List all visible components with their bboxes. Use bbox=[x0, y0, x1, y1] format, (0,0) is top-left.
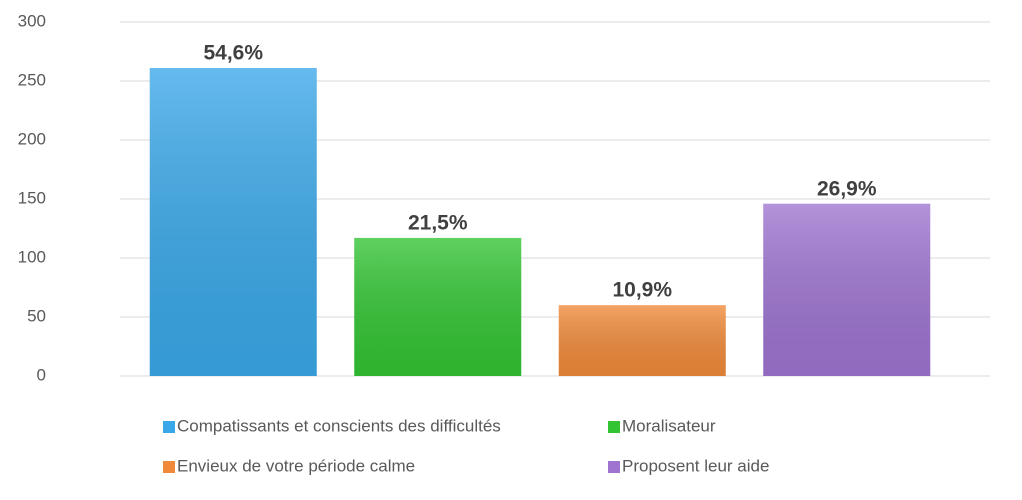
y-tick-label: 50 bbox=[27, 306, 46, 325]
legend-swatch bbox=[608, 421, 620, 433]
bar-shade bbox=[558, 305, 726, 376]
bar-shade bbox=[149, 68, 317, 377]
legend-swatch bbox=[163, 461, 175, 473]
legend-label: Envieux de votre période calme bbox=[177, 456, 415, 475]
legend-label: Proposent leur aide bbox=[622, 456, 769, 475]
legend-swatch bbox=[608, 461, 620, 473]
data-label: 21,5% bbox=[408, 211, 468, 234]
data-label: 26,9% bbox=[817, 177, 877, 200]
data-label: 54,6% bbox=[203, 42, 263, 65]
legend-swatch bbox=[163, 421, 175, 433]
bar-shade bbox=[354, 237, 522, 376]
legend-label: Moralisateur bbox=[622, 416, 716, 435]
legend-label: Compatissants et conscients des difficul… bbox=[177, 416, 501, 435]
y-tick-label: 200 bbox=[18, 129, 46, 148]
y-tick-label: 250 bbox=[18, 70, 46, 89]
y-tick-label: 0 bbox=[37, 365, 46, 384]
y-tick-label: 300 bbox=[18, 11, 46, 30]
bar-shade bbox=[763, 203, 931, 376]
y-tick-label: 150 bbox=[18, 188, 46, 207]
y-tick-label: 100 bbox=[18, 247, 46, 266]
data-label: 10,9% bbox=[612, 279, 672, 302]
